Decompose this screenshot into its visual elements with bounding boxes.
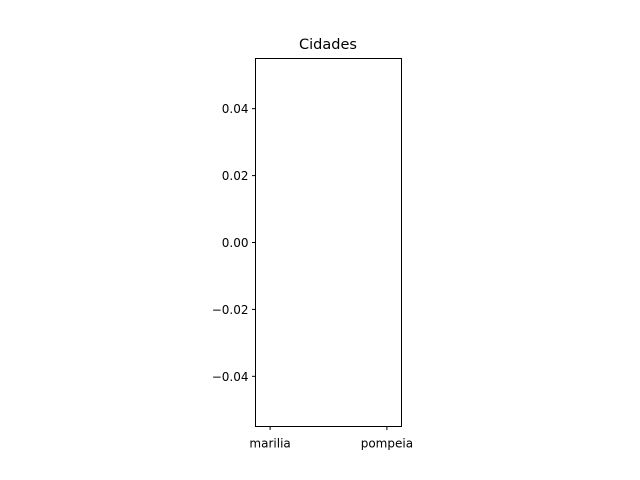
y-axis: 0.04 0.02 0.00 −0.02 −0.04 xyxy=(212,102,256,384)
x-axis: marilia pompeia xyxy=(249,426,413,451)
plot-area-frame xyxy=(255,58,402,427)
y-tick-label: 0.00 xyxy=(222,236,249,250)
y-tick-label: −0.02 xyxy=(212,303,249,317)
x-tick-label-marilia: marilia xyxy=(249,437,290,451)
chart-title: Cidades xyxy=(299,37,357,53)
y-tick-label: −0.04 xyxy=(212,370,249,384)
y-tick-label: 0.02 xyxy=(222,169,249,183)
x-tick-label-pompeia: pompeia xyxy=(361,437,413,451)
y-tick-label: 0.04 xyxy=(222,102,249,116)
